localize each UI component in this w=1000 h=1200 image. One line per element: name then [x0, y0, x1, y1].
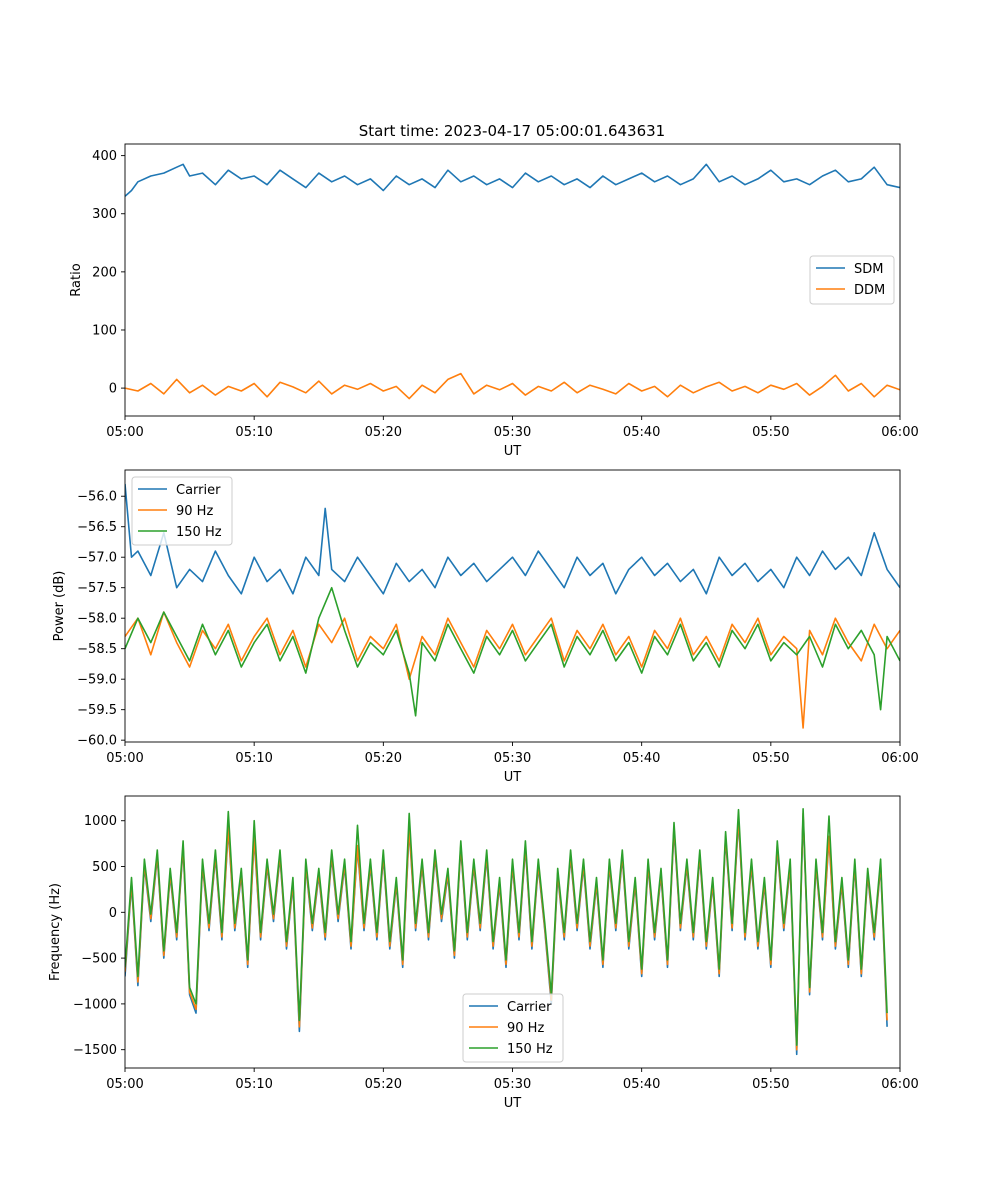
x-tick-label: 05:30 — [494, 751, 531, 766]
plot-frame — [124, 143, 901, 417]
chart-panel-3: 05:00 05:10 05:20 05:30 05:40 05:50 06:00 1000 5… — [48, 795, 919, 1111]
legend-label: 150 Hz — [176, 525, 222, 540]
legend-box — [131, 476, 233, 546]
y-tick-label: 100 — [92, 323, 117, 338]
x-tick-label: 06:00 — [881, 425, 918, 440]
legend-label: Carrier — [507, 1000, 552, 1015]
x-tick-label: 05:50 — [752, 751, 789, 766]
y-axis-label: Frequency (Hz) — [48, 883, 63, 981]
series-line-150-hz — [125, 807, 888, 1046]
y-tick-label: −56.0 — [77, 490, 117, 505]
series-line-carrier — [125, 483, 900, 595]
legend-label: 150 Hz — [507, 1042, 553, 1057]
legend-label: SDM — [854, 262, 883, 277]
y-tick-label: −59.5 — [77, 703, 117, 718]
x-tick-label: 05:00 — [106, 1077, 143, 1092]
x-tick-label: 05:30 — [494, 1077, 531, 1092]
y-tick-label: −1000 — [73, 997, 117, 1012]
x-tick-label: 05:10 — [235, 425, 272, 440]
y-tick-label: −1500 — [73, 1043, 117, 1058]
chart-panel-2: 05:00 05:10 05:20 05:30 05:40 05:50 06:00 −56.0… — [52, 469, 919, 785]
x-tick-label: 05:50 — [752, 1077, 789, 1092]
y-tick-label: 0 — [109, 382, 117, 397]
y-tick-label: 400 — [92, 149, 117, 164]
series-line-ddm — [125, 372, 900, 400]
x-tick-label: 05:20 — [365, 751, 402, 766]
y-tick-label: −57.0 — [77, 551, 117, 566]
legend-label: DDM — [854, 283, 885, 298]
x-tick-label: 05:00 — [106, 751, 143, 766]
y-tick-label: −58.0 — [77, 612, 117, 627]
legend-box — [462, 993, 564, 1063]
chart-panel-1: 05:00 05:10 05:20 05:30 05:40 05:50 06:00 0 100 2… — [69, 143, 919, 459]
series-line-150-hz — [125, 586, 900, 717]
x-tick-label: 05:30 — [494, 425, 531, 440]
series-line-sdm — [125, 163, 900, 197]
y-tick-label: −56.5 — [77, 520, 117, 535]
x-tick-label: 05:20 — [365, 1077, 402, 1092]
y-tick-label: 300 — [92, 207, 117, 222]
y-tick-label: 200 — [92, 265, 117, 280]
legend-label: Carrier — [176, 483, 221, 498]
x-tick-label: 06:00 — [881, 1077, 918, 1092]
x-axis-label: UT — [504, 770, 522, 785]
x-tick-label: 05:50 — [752, 425, 789, 440]
y-tick-label: −60.0 — [77, 734, 117, 749]
legend-label: 90 Hz — [176, 504, 213, 519]
y-tick-label: −500 — [81, 952, 117, 967]
legend-label: 90 Hz — [507, 1021, 544, 1036]
x-tick-label: 06:00 — [881, 751, 918, 766]
x-tick-label: 05:10 — [235, 1077, 272, 1092]
x-tick-label: 05:10 — [235, 751, 272, 766]
series-line-90-hz — [125, 611, 900, 729]
plot-frame — [124, 469, 901, 743]
y-tick-label: −59.0 — [77, 673, 117, 688]
y-tick-label: −58.5 — [77, 642, 117, 657]
x-tick-label: 05:40 — [623, 751, 660, 766]
y-tick-label: −57.5 — [77, 581, 117, 596]
y-tick-label: 1000 — [84, 814, 117, 829]
x-tick-label: 05:40 — [623, 425, 660, 440]
y-axis-label: Ratio — [69, 263, 84, 296]
x-axis-label: UT — [504, 1096, 522, 1111]
x-tick-label: 05:20 — [365, 425, 402, 440]
x-tick-label: 05:00 — [106, 425, 143, 440]
y-tick-label: 500 — [92, 860, 117, 875]
y-tick-label: 0 — [109, 906, 117, 921]
y-axis-label: Power (dB) — [52, 571, 67, 642]
x-tick-label: 05:40 — [623, 1077, 660, 1092]
figure-title: Start time: 2023-04-17 05:00:01.643631 — [359, 122, 665, 140]
x-axis-label: UT — [504, 444, 522, 459]
